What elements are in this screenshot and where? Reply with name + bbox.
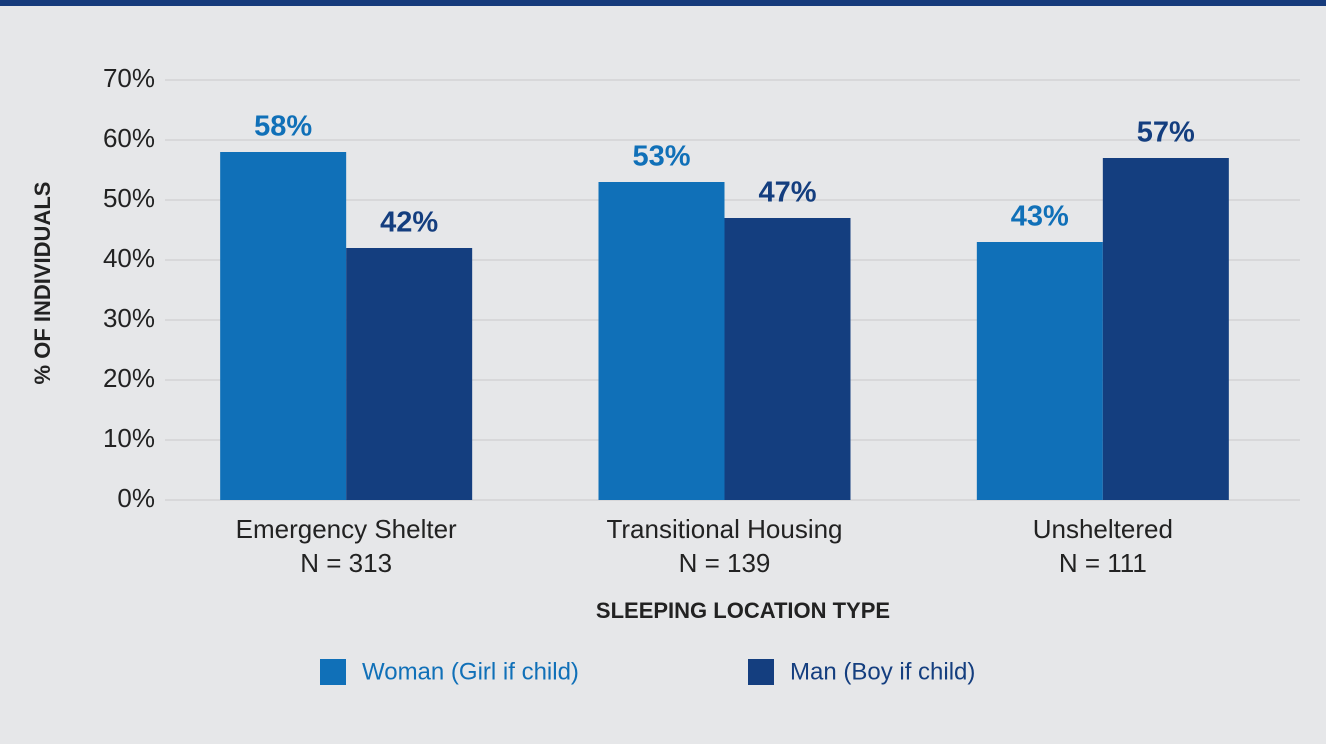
y-tick-label: 10%	[103, 423, 155, 453]
bar	[976, 242, 1103, 500]
value-label: 43%	[1011, 201, 1069, 233]
x-tick-label: Unsheltered	[1033, 514, 1173, 544]
value-label: 57%	[1137, 117, 1195, 149]
value-label: 53%	[632, 141, 690, 173]
legend-swatch	[320, 659, 346, 685]
y-axis-title: % OF INDIVIDUALS	[30, 182, 55, 385]
bar	[346, 248, 473, 500]
value-label: 58%	[254, 111, 312, 143]
top-band	[0, 0, 1326, 6]
y-tick-label: 20%	[103, 363, 155, 393]
value-label: 42%	[380, 207, 438, 239]
y-tick-label: 60%	[103, 123, 155, 153]
bar	[1102, 158, 1229, 500]
legend-swatch	[748, 659, 774, 685]
bar	[220, 152, 347, 500]
x-axis-title: SLEEPING LOCATION TYPE	[596, 598, 890, 623]
bar	[724, 218, 851, 500]
x-tick-label: N = 313	[300, 548, 392, 578]
y-tick-label: 70%	[103, 63, 155, 93]
x-tick-label: N = 111	[1059, 548, 1147, 578]
bar	[598, 182, 725, 500]
y-tick-label: 30%	[103, 303, 155, 333]
value-label: 47%	[758, 177, 816, 209]
y-tick-label: 0%	[117, 483, 155, 513]
x-tick-label: N = 139	[679, 548, 771, 578]
y-tick-label: 40%	[103, 243, 155, 273]
legend-label: Man (Boy if child)	[790, 658, 975, 685]
y-tick-label: 50%	[103, 183, 155, 213]
legend-label: Woman (Girl if child)	[362, 658, 579, 685]
x-tick-label: Emergency Shelter	[236, 514, 457, 544]
x-tick-label: Transitional Housing	[606, 514, 842, 544]
